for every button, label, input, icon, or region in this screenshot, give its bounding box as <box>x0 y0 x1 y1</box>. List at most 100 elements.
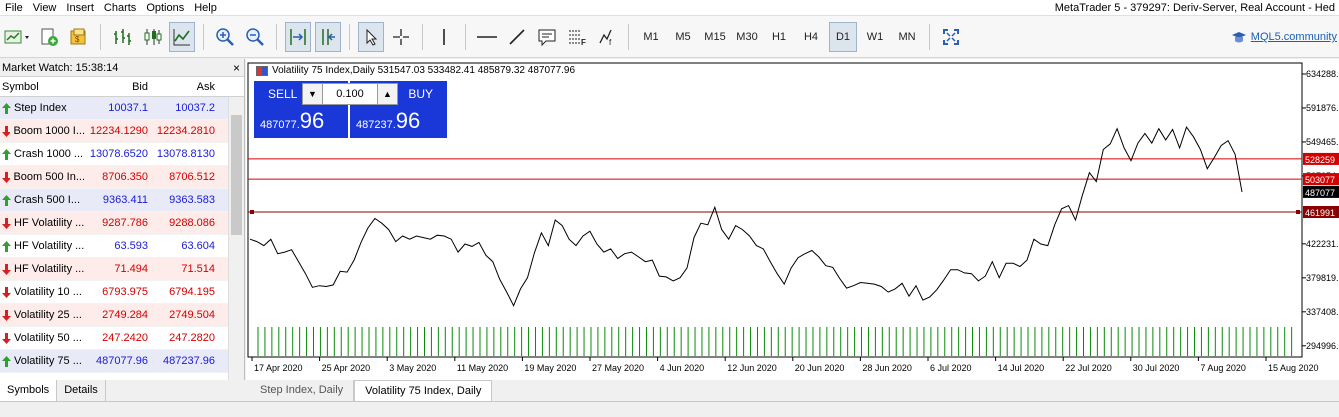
chart-header-text: Volatility 75 Index,Daily 531547.03 5334… <box>272 65 576 76</box>
autoscroll-button[interactable] <box>285 21 311 52</box>
fullscreen-icon <box>943 28 959 45</box>
tab-step-index-daily[interactable]: Step Index, Daily <box>250 380 355 401</box>
date-tick-label: 7 Aug 2020 <box>1200 363 1246 373</box>
date-tick-label: 14 Jul 2020 <box>998 363 1045 373</box>
bar-chart-button[interactable] <box>109 22 135 52</box>
market-watch-row[interactable]: Volatility 10 ... 6793.975 6794.195 <box>0 281 244 304</box>
crosshair-button[interactable] <box>388 22 414 52</box>
symbol-label: Boom 1000 I... <box>13 125 85 137</box>
candlestick-icon <box>144 28 162 45</box>
symbol-label: Crash 500 I... <box>14 194 81 206</box>
column-bid[interactable]: Bid <box>132 80 148 93</box>
timeframe-d1-button[interactable]: D1 <box>829 21 857 52</box>
market-watch-row[interactable]: HF Volatility ... 71.494 71.514 <box>0 258 244 281</box>
timeframe-w1-button[interactable]: W1 <box>866 30 884 43</box>
buy-button[interactable]: BUY 487237.96 <box>350 81 447 138</box>
vertical-line-button[interactable] <box>431 22 457 52</box>
chart-window[interactable]: 634288.591876.549465.507054.422231.37981… <box>246 59 1339 380</box>
close-icon[interactable]: × <box>232 61 240 75</box>
horizontal-line-button[interactable] <box>474 22 500 52</box>
market-watch-row[interactable]: Crash 500 I... 9363.411 9363.583 <box>0 189 244 212</box>
zoom-in-button[interactable] <box>212 22 238 52</box>
mql5-link-text[interactable]: MQL5.community <box>1250 31 1337 43</box>
column-ask[interactable]: Ask <box>196 80 215 93</box>
fibonacci-button[interactable]: F <box>564 22 590 52</box>
cursor-button[interactable] <box>358 21 384 52</box>
arrow-up-icon <box>2 194 11 206</box>
bid-price: 10037.1 <box>108 102 148 114</box>
chart-tabs: Step Index, Daily Volatility 75 Index, D… <box>246 380 1339 401</box>
timeframe-m15-button[interactable]: M15 <box>704 30 726 43</box>
date-tick-label: 4 Jun 2020 <box>660 363 705 373</box>
chart-shift-button[interactable] <box>315 21 341 52</box>
date-tick-label: 11 May 2020 <box>457 363 508 373</box>
vertical-line-icon <box>443 28 445 45</box>
timeframe-m5-button[interactable]: M5 <box>675 30 691 43</box>
tab-details[interactable]: Details <box>57 380 106 401</box>
scrollbar-thumb[interactable] <box>231 115 242 235</box>
column-symbol[interactable]: Symbol <box>2 80 39 93</box>
price-level-label: 503077 <box>1305 175 1335 185</box>
date-tick-label: 30 Jul 2020 <box>1133 363 1180 373</box>
menu-help[interactable]: Help <box>194 1 217 14</box>
market-watch-panel: Market Watch: 15:38:14 × Symbol Bid Ask … <box>0 59 245 380</box>
candlestick-button[interactable] <box>139 22 165 52</box>
text-button[interactable] <box>534 22 560 52</box>
market-watch-row[interactable]: Volatility 50 ... 247.2420 247.2820 <box>0 327 244 350</box>
menu-charts[interactable]: Charts <box>103 1 137 14</box>
bid-price: 6793.975 <box>102 286 148 298</box>
market-watch-row[interactable]: Boom 1000 I... 12234.1290 12234.2810 <box>0 120 244 143</box>
volume-down-icon[interactable]: ▼ <box>303 84 323 104</box>
ask-price: 71.514 <box>181 263 215 275</box>
timeframe-m1-button[interactable]: M1 <box>643 30 659 43</box>
date-tick-label: 19 May 2020 <box>524 363 576 373</box>
volume-stepper[interactable]: ▼ 0.100 ▲ <box>302 83 398 105</box>
market-watch-row[interactable]: Volatility 25 ... 2749.284 2749.504 <box>0 304 244 327</box>
market-watch-row[interactable]: Boom 500 In... 8706.350 8706.512 <box>0 166 244 189</box>
price-chart[interactable]: 634288.591876.549465.507054.422231.37981… <box>246 59 1339 380</box>
sell-price-pips: 96 <box>299 108 325 133</box>
price-level-label: 461991 <box>1305 208 1335 218</box>
autotrading-button[interactable]: $ <box>66 22 92 52</box>
date-tick-label: 6 Jul 2020 <box>930 363 972 373</box>
fullscreen-button[interactable] <box>938 22 964 52</box>
tab-symbols[interactable]: Symbols <box>0 380 58 401</box>
volume-up-icon[interactable]: ▲ <box>377 84 397 104</box>
menu-options[interactable]: Options <box>146 1 185 14</box>
symbol-name: Volatility 10 ... <box>0 286 85 298</box>
menu-file[interactable]: File <box>5 1 23 14</box>
market-watch-row[interactable]: HF Volatility ... 9287.786 9288.086 <box>0 212 244 235</box>
menu-view[interactable]: View <box>32 1 57 14</box>
menu-insert[interactable]: Insert <box>66 1 94 14</box>
new-order-button[interactable] <box>36 22 62 52</box>
chart-header: Volatility 75 Index,Daily 531547.03 5334… <box>256 65 575 76</box>
horizontal-line-icon <box>477 35 497 38</box>
indicators-button[interactable]: f <box>594 22 620 52</box>
timeframe-h1-button[interactable]: H1 <box>771 30 787 43</box>
one-click-trading-panel: SELL 487077.96 BUY 487237.96 ▼ 0.100 ▲ <box>254 81 447 138</box>
tab-volatility-75-daily[interactable]: Volatility 75 Index, Daily <box>354 380 493 401</box>
market-watch-row[interactable]: Crash 1000 ... 13078.6520 13078.8130 <box>0 143 244 166</box>
market-watch-row[interactable]: HF Volatility ... 63.593 63.604 <box>0 235 244 258</box>
line-chart-button[interactable] <box>169 21 195 52</box>
level-anchor <box>1296 210 1300 215</box>
market-watch-scrollbar[interactable] <box>228 97 244 380</box>
timeframe-mn-button[interactable]: MN <box>898 30 916 43</box>
arrow-down-icon <box>2 332 11 344</box>
buy-price-main: 487237. <box>356 119 396 131</box>
market-watch-row[interactable]: Volatility 75 ... 487077.96 487237.96 <box>0 350 244 373</box>
date-tick-label: 25 Apr 2020 <box>322 363 371 373</box>
volume-input[interactable]: 0.100 <box>336 88 364 100</box>
market-watch-row[interactable]: Step Index 10037.1 10037.2 <box>0 97 244 120</box>
graduation-cap-icon <box>1231 32 1246 43</box>
new-chart-button[interactable] <box>4 22 32 52</box>
sell-price: 487077.96 <box>260 108 324 134</box>
timeframe-h4-button[interactable]: H4 <box>803 30 819 43</box>
trendline-button[interactable] <box>504 22 530 52</box>
timeframe-m30-button[interactable]: M30 <box>736 30 758 43</box>
symbol-icon <box>256 65 268 76</box>
date-tick-label: 17 Apr 2020 <box>254 363 303 373</box>
mql5-community-link[interactable]: MQL5.community <box>1231 30 1337 44</box>
buy-label: BUY <box>408 87 433 101</box>
zoom-out-button[interactable] <box>242 22 268 52</box>
